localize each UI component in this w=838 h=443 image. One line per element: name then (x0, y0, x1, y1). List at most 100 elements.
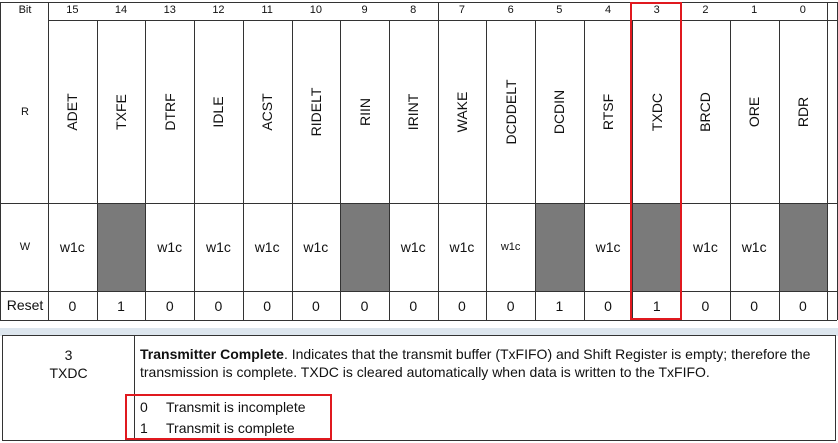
reset-value: 1 (652, 297, 661, 314)
write-access: w1c (741, 239, 767, 255)
bit-name: BRCD (697, 91, 714, 132)
reserved-write-cell (536, 204, 584, 291)
reserved-write-cell (633, 204, 682, 291)
grid-line (486, 20, 487, 320)
row-label-read: R (21, 106, 29, 118)
bit-name: WAKE (453, 91, 470, 132)
grid-line (438, 2, 439, 320)
bit-number: 15 (66, 4, 79, 16)
bit-name: DCDIN (551, 89, 568, 134)
write-access: w1c (692, 239, 718, 255)
bit-name: ORE (746, 96, 763, 127)
reset-value: 0 (263, 297, 272, 314)
grid-line (340, 20, 341, 320)
bit-number: 1 (751, 4, 758, 16)
field-id-cell: 3 TXDC (3, 336, 135, 440)
reset-value: 0 (701, 297, 710, 314)
option-value: 1 (140, 420, 148, 436)
bit-name: RDR (794, 96, 811, 127)
reset-value: 0 (214, 297, 223, 314)
bit-number: 12 (212, 4, 225, 16)
field-title: Transmitter Complete (140, 346, 284, 362)
bit-number: 10 (309, 4, 322, 16)
option-meaning: Transmit is complete (166, 420, 295, 436)
row-label-reset: Reset (6, 297, 44, 313)
grid-line (292, 20, 293, 320)
reset-value: 0 (750, 297, 759, 314)
bit-number: 14 (114, 4, 128, 16)
grid-line (389, 20, 390, 320)
reset-value: 1 (117, 297, 125, 314)
reset-value: 0 (68, 297, 77, 314)
write-access: w1c (500, 241, 521, 253)
grid-line (48, 2, 49, 320)
option-meaning: Transmit is incomplete (166, 399, 306, 415)
bit-name: DTRF (161, 92, 178, 131)
reserved-write-cell (779, 204, 828, 291)
bit-number: 4 (604, 4, 612, 16)
bit-number: 5 (556, 4, 563, 16)
bit-highlight-box (630, 2, 683, 320)
reserved-write-cell (97, 204, 146, 291)
write-access: w1c (449, 239, 475, 255)
bit-name: DCDDELT (502, 78, 519, 145)
reset-value: 0 (506, 297, 515, 314)
field-description-table: 3 TXDC Transmitter Complete. Indicates t… (2, 335, 836, 441)
section-separator (0, 328, 838, 336)
grid-line (632, 20, 633, 320)
bit-name: RTSF (600, 93, 617, 130)
field-name: TXDC (49, 365, 88, 381)
row-label-bit: Bit (18, 4, 32, 16)
grid-line (243, 20, 244, 320)
reset-value: 0 (360, 297, 369, 314)
write-access: w1c (205, 239, 231, 255)
grid-line (827, 2, 828, 320)
bit-name: IRINT (405, 93, 422, 130)
write-access: w1c (595, 239, 621, 255)
bit-number: 11 (261, 4, 273, 16)
write-access: w1c (157, 239, 183, 255)
grid-line (0, 2, 837, 3)
grid-line (97, 20, 98, 320)
register-bit-table: Bit R W Reset 15 ADET w1c 0 14 TXFE 1 13 DTRF w1c… (0, 2, 838, 321)
write-access: w1c (303, 239, 329, 255)
bit-name: ACST (259, 92, 276, 131)
grid-line (145, 20, 146, 320)
grid-line (0, 2, 1, 320)
bit-number: 6 (507, 4, 514, 16)
grid-line (779, 20, 780, 320)
bit-name: TXFE (113, 93, 130, 130)
grid-line (194, 20, 195, 320)
reset-value: 0 (409, 297, 418, 314)
reset-value: 0 (798, 297, 807, 314)
grid-line (48, 20, 837, 21)
option-value: 0 (140, 399, 148, 415)
write-access: w1c (59, 239, 85, 255)
bit-name: RIIN (356, 97, 373, 126)
reset-value: 1 (555, 297, 564, 314)
grid-line (0, 291, 837, 292)
write-access: w1c (254, 239, 280, 255)
bit-number: 7 (458, 4, 465, 16)
bit-name: ADET (64, 92, 81, 131)
option-row: 0 Transmit is incomplete (140, 399, 306, 415)
grid-line (535, 20, 536, 320)
grid-line (0, 203, 837, 204)
bit-number: 13 (163, 4, 176, 16)
grid-line (730, 20, 731, 320)
bit-number: 3 (653, 4, 660, 16)
options-highlight-box (125, 394, 332, 440)
bit-name: RIDELT (307, 87, 324, 136)
bit-number: 0 (799, 4, 806, 16)
grid-line (0, 320, 837, 321)
reset-value: 0 (604, 297, 612, 314)
field-text: . Indicates that the transmit buffer (Tx… (140, 346, 811, 380)
bit-number: 2 (702, 4, 709, 16)
field-description: Transmitter Complete. Indicates that the… (140, 345, 830, 381)
bit-name: IDLE (210, 95, 227, 128)
reset-value: 0 (311, 297, 320, 314)
write-access: w1c (400, 239, 426, 255)
grid-line (584, 20, 585, 320)
row-label-write: W (19, 241, 31, 253)
reset-value: 0 (458, 297, 466, 314)
